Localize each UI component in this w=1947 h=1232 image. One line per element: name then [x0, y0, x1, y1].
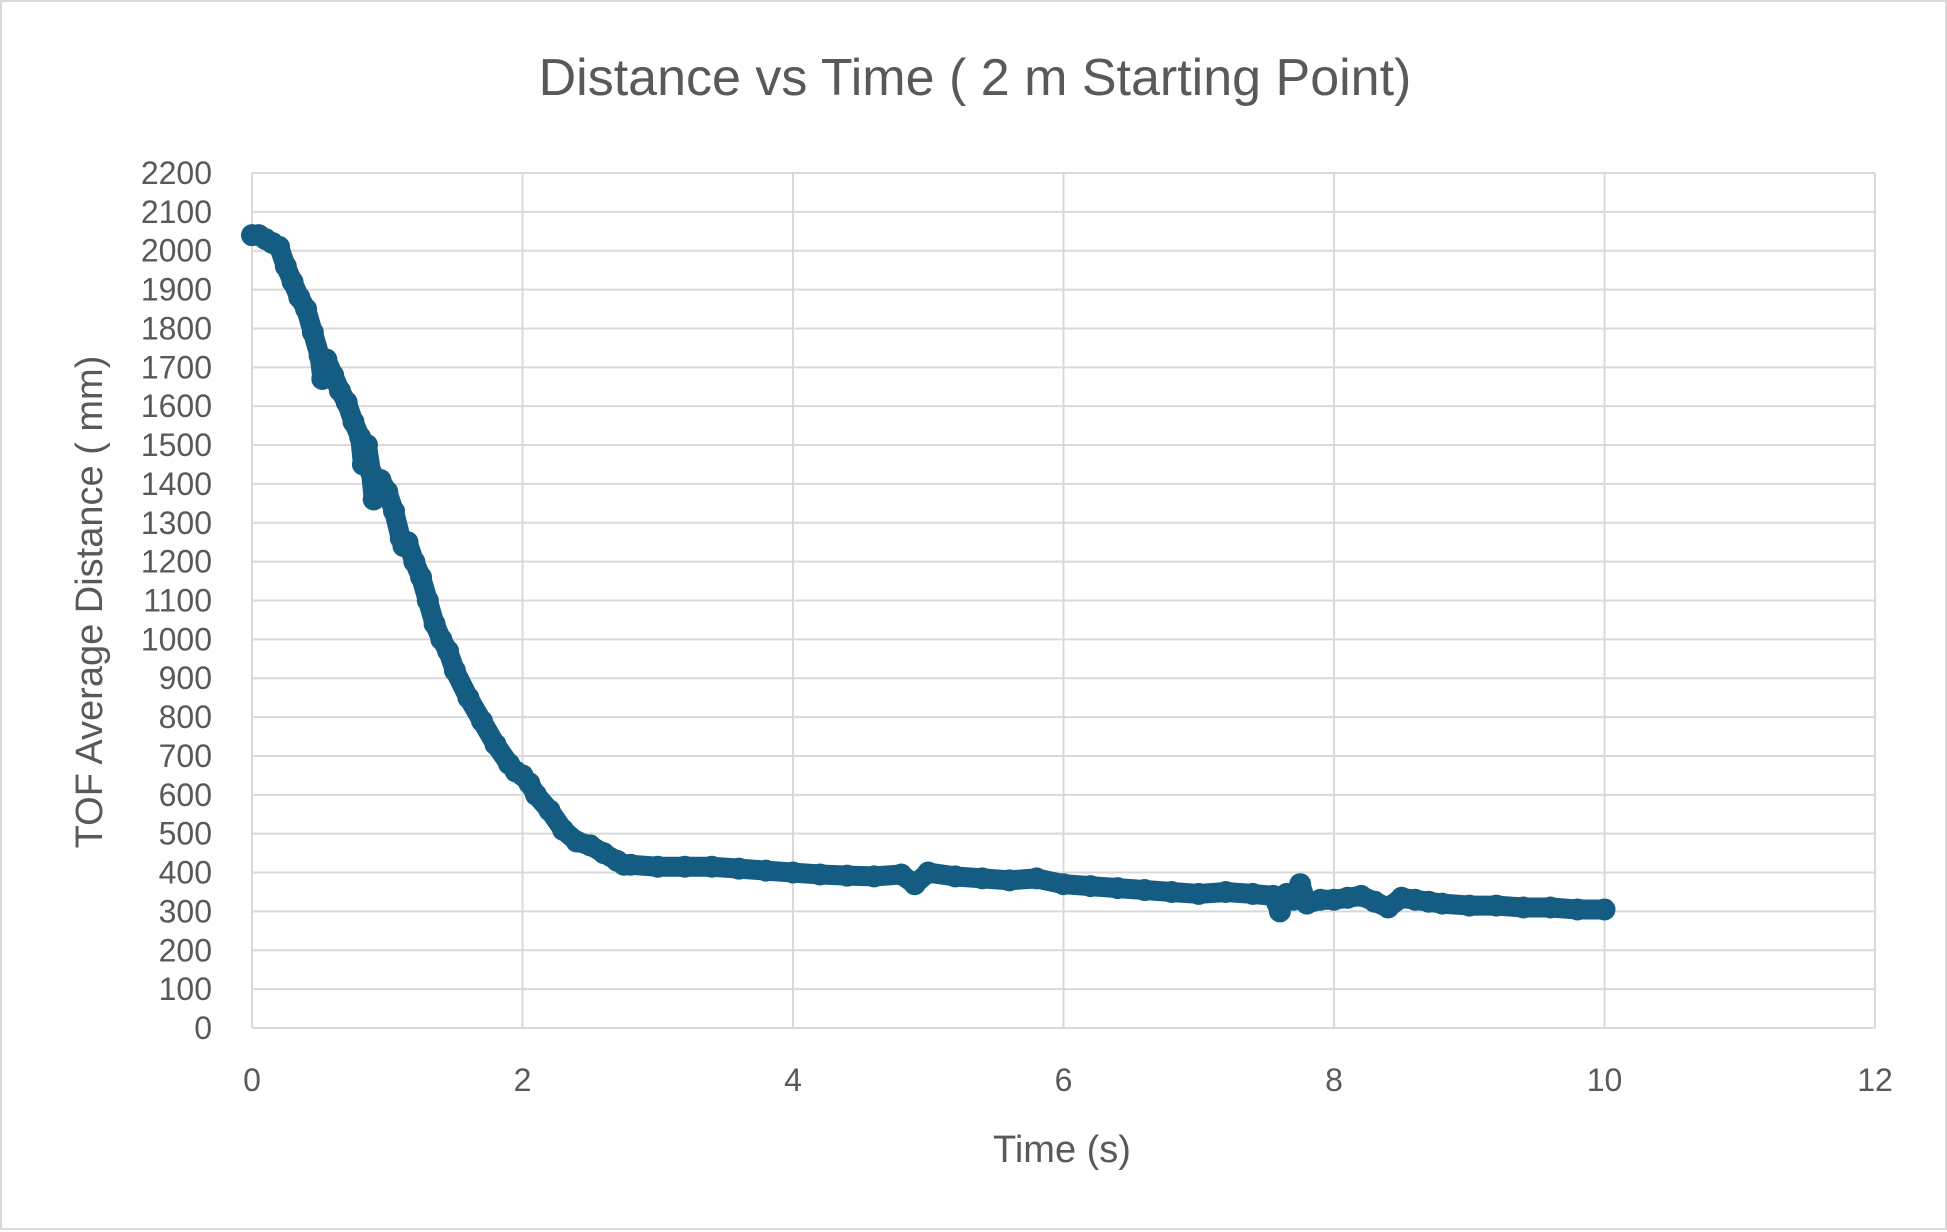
- data-point: [1241, 882, 1264, 905]
- y-tick-label: 1200: [141, 544, 212, 580]
- x-tick-label: 12: [1857, 1062, 1893, 1098]
- data-point: [971, 867, 994, 890]
- data-point: [295, 298, 318, 321]
- y-tick-label: 1900: [141, 272, 212, 308]
- series-line: [242, 225, 1615, 922]
- y-tick-label: 1100: [143, 583, 212, 619]
- data-point: [410, 566, 433, 589]
- data-point: [1025, 867, 1048, 890]
- data-point: [646, 855, 669, 878]
- data-point: [700, 855, 723, 878]
- gridlines: [251, 172, 1876, 1029]
- x-tick-label: 10: [1587, 1062, 1623, 1098]
- y-tick-label: 200: [159, 932, 212, 968]
- data-point: [1133, 879, 1156, 902]
- data-point: [1458, 894, 1481, 917]
- data-point: [376, 480, 399, 503]
- y-axis-title: TOF Average Distance ( mm): [69, 356, 111, 849]
- data-point: [754, 859, 777, 882]
- data-point: [484, 733, 507, 756]
- data-point: [268, 235, 291, 258]
- x-axis-title: Time (s): [993, 1129, 1131, 1171]
- data-point: [355, 434, 378, 457]
- data-point: [673, 855, 696, 878]
- y-tick-label: 0: [194, 1010, 212, 1046]
- data-point: [1079, 875, 1102, 898]
- y-tick-label: 600: [159, 777, 212, 813]
- data-point: [836, 864, 859, 887]
- data-point: [383, 500, 406, 523]
- data-point: [538, 799, 561, 822]
- y-tick-label: 500: [159, 816, 212, 852]
- data-point: [809, 863, 832, 886]
- y-tick-label: 1600: [141, 388, 212, 424]
- data-point: [782, 861, 804, 884]
- data-series: [241, 224, 1616, 923]
- data-point: [1214, 880, 1237, 903]
- data-point: [1289, 873, 1312, 896]
- y-tick-label: 2000: [141, 233, 212, 269]
- data-point: [619, 853, 642, 876]
- data-point: [335, 391, 358, 414]
- y-tick-label: 400: [159, 855, 212, 891]
- data-point: [1052, 873, 1075, 896]
- y-axis-ticks: 0100200300400500600700800900100011001200…: [141, 155, 212, 1046]
- data-point: [437, 640, 460, 663]
- y-tick-label: 900: [159, 660, 212, 696]
- data-point: [416, 589, 439, 612]
- x-tick-label: 2: [514, 1062, 532, 1098]
- data-point: [1160, 880, 1183, 903]
- y-tick-label: 800: [159, 699, 212, 735]
- y-tick-label: 700: [159, 738, 212, 774]
- data-point: [917, 861, 940, 884]
- x-tick-label: 0: [243, 1062, 261, 1098]
- data-point: [1106, 877, 1129, 900]
- data-point: [998, 869, 1021, 892]
- data-point: [457, 686, 480, 709]
- data-point: [1512, 896, 1535, 919]
- data-point: [727, 857, 750, 880]
- data-point: [470, 709, 493, 732]
- y-tick-label: 1700: [141, 349, 212, 385]
- data-point: [1485, 894, 1508, 917]
- data-point: [944, 865, 967, 888]
- data-point: [1593, 898, 1616, 921]
- y-tick-label: 1800: [141, 310, 212, 346]
- data-point: [525, 783, 548, 806]
- data-point: [1539, 896, 1562, 919]
- data-point: [863, 865, 886, 888]
- data-point: [1566, 898, 1589, 921]
- y-tick-label: 2200: [141, 155, 212, 191]
- x-tick-label: 6: [1055, 1062, 1073, 1098]
- data-point: [443, 659, 466, 682]
- data-point: [1187, 882, 1210, 905]
- data-point: [301, 321, 324, 344]
- chart-title: Distance vs Time ( 2 m Starting Point): [539, 49, 1412, 107]
- x-tick-label: 4: [784, 1062, 802, 1098]
- y-tick-label: 2100: [141, 194, 212, 230]
- data-point: [1431, 892, 1454, 915]
- y-tick-label: 1300: [141, 505, 212, 541]
- x-tick-label: 8: [1325, 1062, 1343, 1098]
- x-axis-ticks: 0 2 4 6 8 10 12: [243, 1062, 1893, 1098]
- y-tick-label: 100: [159, 971, 212, 1007]
- y-tick-label: 1000: [141, 621, 212, 657]
- y-tick-label: 300: [159, 893, 212, 929]
- data-point: [396, 531, 419, 554]
- y-tick-label: 1500: [141, 427, 212, 463]
- y-tick-label: 1400: [141, 466, 212, 502]
